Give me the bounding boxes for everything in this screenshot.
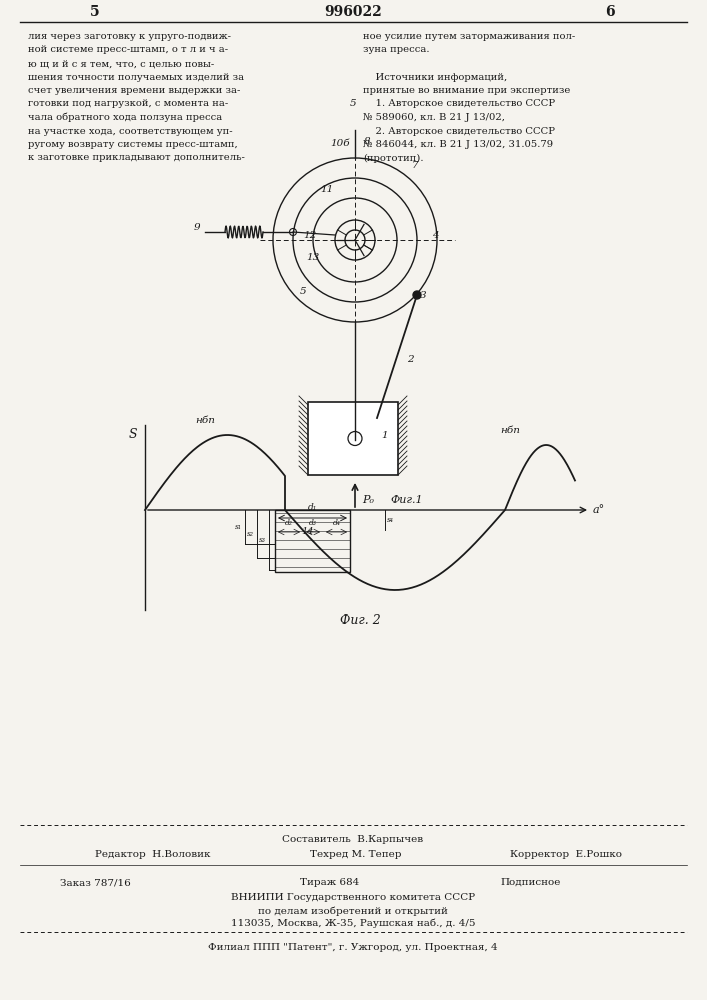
- Text: 12: 12: [303, 231, 317, 239]
- Text: нбп: нбп: [195, 416, 215, 425]
- Text: ное усилие путем затормаживания пол-: ное усилие путем затормаживания пол-: [363, 32, 575, 41]
- Text: Филиал ППП "Патент", г. Ужгород, ул. Проектная, 4: Филиал ППП "Патент", г. Ужгород, ул. Про…: [208, 943, 498, 952]
- Text: 5: 5: [350, 100, 356, 108]
- Text: счет увеличения времени выдержки за-: счет увеличения времени выдержки за-: [28, 86, 240, 95]
- Text: s₄: s₄: [387, 516, 394, 524]
- Text: 1: 1: [382, 430, 388, 440]
- Text: чала обратного хода ползуна пресса: чала обратного хода ползуна пресса: [28, 113, 222, 122]
- Text: 3: 3: [420, 290, 426, 300]
- Text: а°: а°: [593, 505, 605, 515]
- Text: ругому возврату системы пресс-штамп,: ругому возврату системы пресс-штамп,: [28, 140, 238, 149]
- Text: 5: 5: [90, 5, 100, 19]
- Circle shape: [413, 291, 421, 299]
- Text: Источники информаций,: Источники информаций,: [363, 73, 507, 82]
- Text: Фиг.1: Фиг.1: [390, 495, 423, 505]
- Bar: [308, 402, 398, 475]
- Text: Подписное: Подписное: [500, 878, 561, 887]
- Text: Техред М. Тепер: Техред М. Тепер: [310, 850, 402, 859]
- Text: (прототип).: (прототип).: [363, 153, 423, 163]
- Text: 9: 9: [194, 224, 200, 232]
- Text: s₂: s₂: [247, 530, 254, 538]
- Text: на участке хода, соответствующем уп-: на участке хода, соответствующем уп-: [28, 126, 233, 135]
- Text: d₄: d₄: [332, 519, 341, 527]
- Text: Редактор  Н.Воловик: Редактор Н.Воловик: [95, 850, 211, 859]
- Text: ю щ и й с я тем, что, с целью повы-: ю щ и й с я тем, что, с целью повы-: [28, 59, 214, 68]
- Text: Фиг. 2: Фиг. 2: [339, 613, 380, 626]
- Text: зуна пресса.: зуна пресса.: [363, 45, 429, 54]
- Text: S: S: [129, 428, 137, 442]
- Text: Тираж 684: Тираж 684: [300, 878, 359, 887]
- Text: 13: 13: [306, 253, 320, 262]
- Text: принятые во внимание при экспертизе: принятые во внимание при экспертизе: [363, 86, 571, 95]
- Text: 7: 7: [411, 160, 419, 169]
- Text: P₀: P₀: [362, 495, 374, 505]
- Text: 996022: 996022: [324, 5, 382, 19]
- Text: 4: 4: [432, 231, 438, 239]
- Text: № 589060, кл. B 21 J 13/02,: № 589060, кл. B 21 J 13/02,: [363, 113, 505, 122]
- Text: Заказ 787/16: Заказ 787/16: [60, 878, 131, 887]
- Text: 6: 6: [605, 5, 615, 19]
- Text: нбп: нбп: [500, 426, 520, 435]
- Text: d₂: d₂: [285, 519, 293, 527]
- Text: Корректор  Е.Рошко: Корректор Е.Рошко: [510, 850, 622, 859]
- Text: лия через заготовку к упруго-подвиж-: лия через заготовку к упруго-подвиж-: [28, 32, 231, 41]
- Text: ной системе пресс-штамп, о т л и ч а-: ной системе пресс-штамп, о т л и ч а-: [28, 45, 228, 54]
- Text: s₁: s₁: [235, 523, 242, 531]
- Bar: [275, 510, 350, 572]
- Text: к заготовке прикладывают дополнитель-: к заготовке прикладывают дополнитель-: [28, 153, 245, 162]
- Text: 11: 11: [320, 186, 334, 194]
- Text: 2. Авторское свидетельство СССР: 2. Авторское свидетельство СССР: [363, 126, 555, 135]
- Text: d₃: d₃: [309, 519, 317, 527]
- Text: 113035, Москва, Ж-35, Раушская наб., д. 4/5: 113035, Москва, Ж-35, Раушская наб., д. …: [230, 919, 475, 928]
- Text: шения точности получаемых изделий за: шения точности получаемых изделий за: [28, 73, 244, 82]
- Text: по делам изобретений и открытий: по делам изобретений и открытий: [258, 906, 448, 916]
- Text: 14: 14: [301, 527, 314, 536]
- Text: 5: 5: [300, 288, 306, 296]
- Text: 2: 2: [407, 356, 414, 364]
- Text: 8: 8: [363, 136, 370, 145]
- Text: 10б: 10б: [330, 138, 350, 147]
- Text: № 846044, кл. B 21 J 13/02, 31.05.79: № 846044, кл. B 21 J 13/02, 31.05.79: [363, 140, 553, 149]
- Text: d₁: d₁: [308, 503, 317, 512]
- Text: ВНИИПИ Государственного комитета СССР: ВНИИПИ Государственного комитета СССР: [231, 893, 475, 902]
- Text: s₃: s₃: [259, 536, 266, 544]
- Text: Составитель  В.Карпычев: Составитель В.Карпычев: [282, 835, 423, 844]
- Text: готовки под нагрузкой, с момента на-: готовки под нагрузкой, с момента на-: [28, 100, 228, 108]
- Text: 1. Авторское свидетельство СССР: 1. Авторское свидетельство СССР: [363, 100, 555, 108]
